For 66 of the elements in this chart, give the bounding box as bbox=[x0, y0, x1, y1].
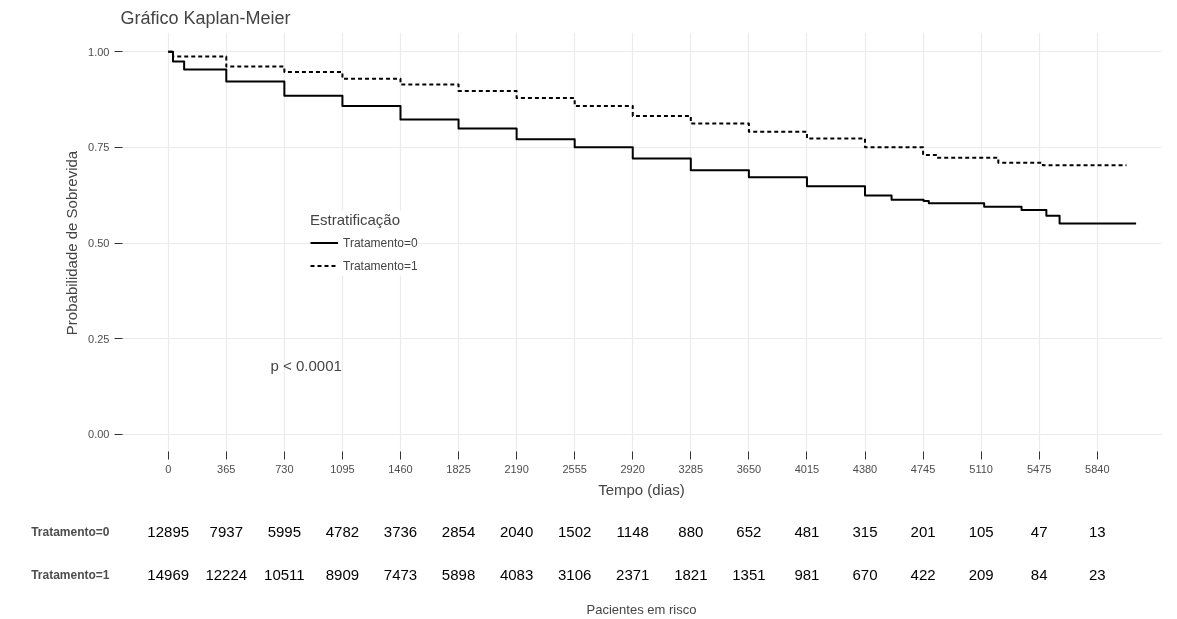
x-tick-label: 2920 bbox=[620, 462, 645, 475]
data-label: 670 bbox=[852, 565, 878, 583]
data-label: 84 bbox=[1030, 565, 1048, 583]
data-label: 12895 bbox=[147, 522, 190, 540]
x-tick-label: 1460 bbox=[388, 462, 413, 475]
x-axis-title: Tempo (dias) bbox=[598, 480, 685, 498]
x-tick-label: 2190 bbox=[504, 462, 529, 475]
data-label: 7937 bbox=[209, 522, 243, 540]
x-tick-label: 4745 bbox=[910, 462, 936, 475]
x-tick-label: 3285 bbox=[678, 462, 704, 475]
data-label: 2371 bbox=[616, 565, 650, 583]
x-tick-label: 0 bbox=[165, 462, 172, 475]
data-label: 1351 bbox=[732, 565, 766, 583]
data-label: 4083 bbox=[499, 565, 534, 583]
data-label: 209 bbox=[968, 565, 994, 583]
legend-label: Tratamento=0 bbox=[343, 235, 418, 249]
data-label: 481 bbox=[794, 522, 820, 540]
x-tick-label: 5110 bbox=[969, 462, 993, 475]
y-tick-label: 0.75 bbox=[88, 141, 110, 154]
data-label: 14969 bbox=[147, 565, 190, 583]
data-label: 2854 bbox=[441, 522, 476, 540]
data-label: 105 bbox=[968, 522, 994, 540]
data-label: 23 bbox=[1088, 565, 1106, 583]
x-tick-label: 5475 bbox=[1026, 462, 1052, 475]
data-label: 1502 bbox=[558, 522, 592, 540]
y-tick-label: 0.25 bbox=[88, 332, 110, 345]
x-tick-label: 3650 bbox=[736, 462, 762, 475]
y-tick-label: 0.00 bbox=[88, 428, 110, 441]
data-label: 3736 bbox=[383, 522, 418, 540]
legend-label: Tratamento=1 bbox=[343, 258, 418, 272]
data-label: 201 bbox=[910, 522, 936, 540]
data-label: 10511 bbox=[264, 565, 305, 583]
y-tick-label: 0.50 bbox=[88, 237, 110, 249]
data-label: 12224 bbox=[205, 565, 248, 583]
data-label: 1821 bbox=[674, 565, 708, 583]
x-tick-label: 2555 bbox=[562, 462, 587, 475]
data-label: 13 bbox=[1088, 522, 1106, 540]
x-tick-label: 1825 bbox=[446, 462, 471, 475]
x-tick-label: 5840 bbox=[1085, 462, 1110, 475]
y-axis-title: Probabilidade de Sobrevida bbox=[63, 150, 81, 336]
data-label: 5898 bbox=[441, 565, 476, 583]
y-tick-label: 1.00 bbox=[88, 45, 110, 58]
annotation: p < 0.0001 bbox=[270, 356, 342, 374]
data-label: 5995 bbox=[267, 522, 302, 540]
x-tick-label: 1095 bbox=[330, 462, 355, 475]
x-tick-label: 730 bbox=[275, 462, 294, 475]
data-label: 2040 bbox=[499, 522, 534, 540]
data-label: 981 bbox=[794, 565, 820, 583]
data-label: 3106 bbox=[558, 565, 592, 583]
x-axis-title: Pacientes em risco bbox=[586, 601, 697, 617]
data-label: 880 bbox=[678, 522, 704, 540]
y-tick-label: Tratamento=0 bbox=[31, 524, 110, 539]
legend-title: Estratificação bbox=[310, 210, 402, 227]
chart-title: Gráfico Kaplan-Meier bbox=[120, 7, 291, 28]
data-label: 315 bbox=[852, 522, 878, 540]
data-label: 7473 bbox=[383, 565, 418, 583]
x-tick-label: 4380 bbox=[852, 462, 878, 475]
data-label: 652 bbox=[736, 522, 762, 540]
data-label: 8909 bbox=[325, 565, 360, 583]
data-label: 422 bbox=[910, 565, 936, 583]
data-label: 47 bbox=[1030, 522, 1048, 540]
y-tick-label: Tratamento=1 bbox=[31, 567, 110, 582]
data-label: 1148 bbox=[616, 522, 649, 540]
data-label: 4782 bbox=[325, 522, 360, 540]
x-tick-label: 365 bbox=[217, 462, 236, 475]
x-tick-label: 4015 bbox=[794, 462, 820, 475]
